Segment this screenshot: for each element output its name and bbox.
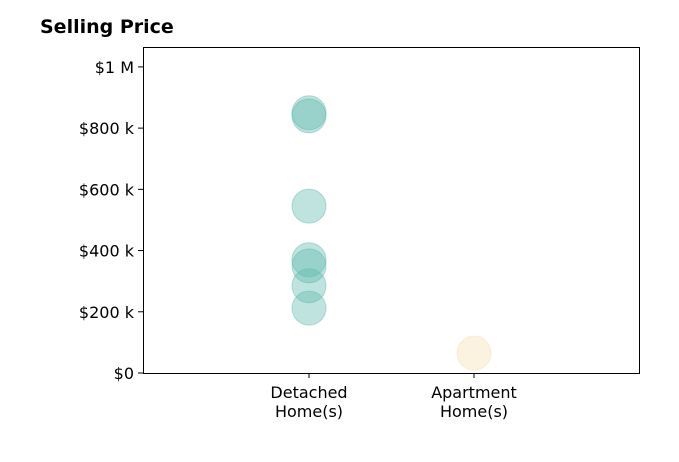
x-axis: Detached Home(s) Apartment Home(s) bbox=[270, 373, 517, 421]
chart-title: Selling Price bbox=[40, 16, 174, 38]
y-tick-label: $800 k bbox=[79, 119, 135, 138]
data-point bbox=[291, 188, 327, 224]
y-tick-label: $0 bbox=[114, 364, 134, 383]
y-tick-label: $200 k bbox=[79, 303, 135, 322]
y-tick-label: $600 k bbox=[79, 180, 135, 199]
data-point bbox=[291, 95, 327, 131]
plot-frame bbox=[143, 47, 640, 374]
x-category-label: Apartment Home(s) bbox=[431, 383, 517, 421]
data-point bbox=[291, 268, 327, 304]
y-tick-label: $1 M bbox=[95, 58, 134, 77]
data-point bbox=[291, 248, 327, 284]
y-axis: $0 $200 k $400 k $600 k $800 k $1 M bbox=[79, 58, 143, 383]
data-point bbox=[291, 98, 327, 134]
data-point bbox=[291, 242, 327, 278]
y-tick-label: $400 k bbox=[79, 242, 135, 261]
data-point bbox=[291, 290, 327, 326]
points-layer bbox=[291, 95, 492, 371]
x-category-label: Detached Home(s) bbox=[270, 383, 347, 421]
data-point bbox=[456, 335, 492, 371]
